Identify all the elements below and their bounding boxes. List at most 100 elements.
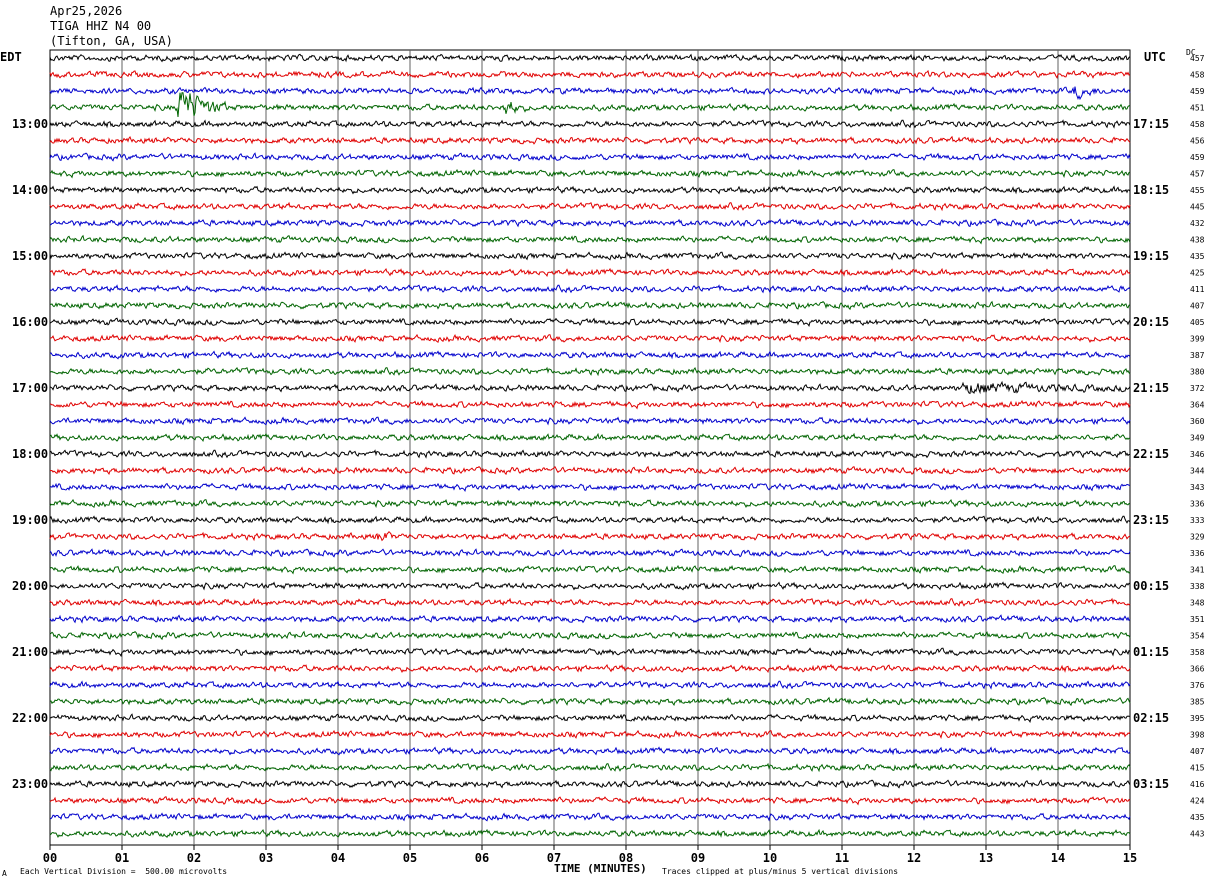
trace-row (49, 515, 1131, 525)
dc-offset-label: 455 (1190, 186, 1205, 195)
dc-offset-label: 338 (1190, 582, 1205, 591)
dc-offset-label: 346 (1190, 450, 1205, 459)
edt-hour-label: 17:00 (12, 381, 48, 395)
utc-hour-label: 23:15 (1133, 513, 1169, 527)
utc-hour-label: 20:15 (1133, 315, 1169, 329)
trace-row (49, 614, 1131, 624)
x-axis-title: TIME (MINUTES) (554, 862, 647, 875)
dc-offset-label: 425 (1190, 269, 1205, 278)
dc-offset-label: 458 (1190, 120, 1205, 129)
trace-row (50, 812, 1131, 822)
trace-row (49, 696, 1131, 707)
edt-zone-label: EDT (0, 50, 22, 64)
trace-row (49, 350, 1131, 360)
dc-offset-label: 407 (1190, 302, 1205, 311)
trace-row (49, 449, 1130, 459)
trace-row (49, 86, 1131, 101)
trace-row (49, 92, 1131, 117)
edt-hour-label: 19:00 (12, 513, 48, 527)
edt-hour-label: 14:00 (12, 183, 48, 197)
edt-hour-label: 23:00 (12, 777, 48, 791)
scale-note: Each Vertical Division = 500.00 microvol… (20, 867, 228, 876)
x-tick-label: 14 (1051, 851, 1065, 865)
dc-offset-label: 360 (1190, 417, 1205, 426)
trace-row (49, 828, 1131, 839)
trace-row (49, 465, 1131, 476)
dc-offset-label: 424 (1190, 797, 1205, 806)
dc-offset-label: 457 (1190, 54, 1205, 63)
trace-row (49, 498, 1131, 509)
dc-offset-label: 432 (1190, 219, 1205, 228)
utc-hour-label: 17:15 (1133, 117, 1169, 131)
trace-row (49, 300, 1131, 311)
dc-offset-label: 348 (1190, 599, 1205, 608)
trace-row (49, 135, 1131, 145)
header-station: TIGA HHZ N4 00 (50, 19, 152, 33)
dc-offset-label: 438 (1190, 236, 1205, 245)
dc-offset-label: 458 (1190, 71, 1205, 80)
dc-offset-label: 354 (1190, 632, 1205, 641)
trace-row (49, 53, 1131, 63)
dc-offset-label: 398 (1190, 731, 1205, 740)
x-tick-label: 09 (691, 851, 705, 865)
dc-offset-label: 376 (1190, 681, 1205, 690)
dc-offset-label: 416 (1190, 780, 1205, 789)
trace-row (49, 548, 1131, 558)
trace-row (49, 185, 1131, 195)
x-tick-label: 11 (835, 851, 849, 865)
dc-offset-label: 445 (1190, 203, 1205, 212)
dc-offset-label: 333 (1190, 516, 1205, 525)
dc-offset-label: 456 (1190, 137, 1205, 146)
dc-offset-label: 344 (1190, 467, 1205, 476)
utc-hour-label: 02:15 (1133, 711, 1169, 725)
x-tick-label: 04 (331, 851, 345, 865)
trace-row (49, 380, 1131, 395)
trace-row (49, 746, 1131, 756)
dc-offset-label: 395 (1190, 714, 1205, 723)
trace-row (49, 152, 1131, 162)
x-tick-label: 07 (547, 851, 561, 865)
dc-offset-label: 411 (1190, 285, 1205, 294)
dc-offset-label: 399 (1190, 335, 1205, 344)
dc-offset-label: 341 (1190, 566, 1205, 575)
trace-row (49, 416, 1131, 426)
trace-row (49, 482, 1131, 492)
trace-row (49, 69, 1131, 79)
x-tick-label: 06 (475, 851, 489, 865)
dc-offset-label: 351 (1190, 615, 1205, 624)
x-tick-label: 03 (259, 851, 273, 865)
trace-row (49, 680, 1131, 690)
trace-row (49, 399, 1131, 410)
dc-offset-label: 385 (1190, 698, 1205, 707)
trace-row (49, 251, 1131, 261)
trace-row (49, 796, 1131, 806)
x-tick-label: 15 (1123, 851, 1137, 865)
clip-note: Traces clipped at plus/minus 5 vertical … (662, 867, 899, 876)
trace-row (49, 366, 1131, 377)
trace-row (49, 234, 1131, 245)
trace-row (49, 647, 1131, 657)
dc-offset-label: 364 (1190, 401, 1205, 410)
dc-offset-label: 457 (1190, 170, 1205, 179)
x-tick-label: 00 (43, 851, 57, 865)
utc-hour-label: 00:15 (1133, 579, 1169, 593)
dc-offset-label: 459 (1190, 153, 1205, 162)
dc-offset-label: 343 (1190, 483, 1205, 492)
trace-row (49, 119, 1131, 129)
header-location: (Tifton, GA, USA) (50, 34, 173, 48)
dc-column-label: DC (1186, 48, 1196, 57)
dc-offset-label: 380 (1190, 368, 1205, 377)
dc-offset-label: 366 (1190, 665, 1205, 674)
header-date: Apr25,2026 (50, 4, 123, 18)
x-tick-label: 01 (115, 851, 129, 865)
dc-offset-label: 451 (1190, 104, 1205, 113)
edt-hour-label: 13:00 (12, 117, 48, 131)
dc-offset-label: 415 (1190, 764, 1205, 773)
edt-hour-label: 16:00 (12, 315, 48, 329)
trace-row (49, 201, 1131, 212)
trace-row (49, 267, 1131, 278)
trace-row (49, 333, 1131, 344)
utc-hour-label: 01:15 (1133, 645, 1169, 659)
x-tick-label: 08 (619, 851, 633, 865)
